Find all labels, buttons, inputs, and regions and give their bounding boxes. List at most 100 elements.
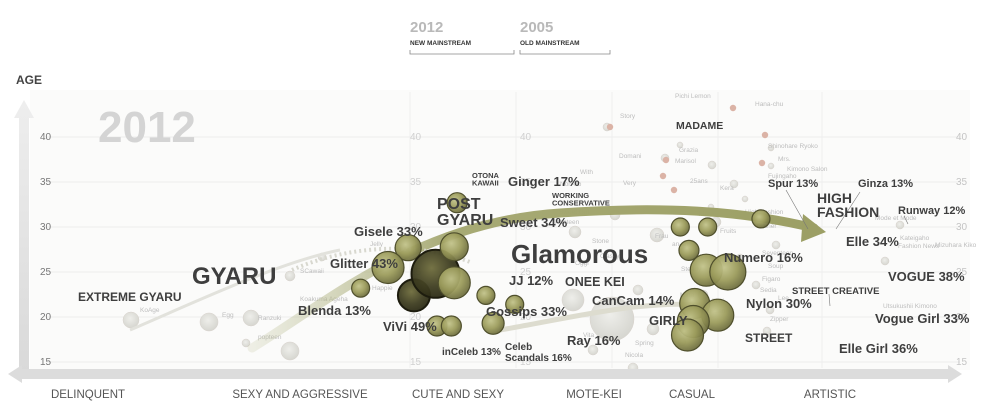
legend-2012-bracket [409, 50, 515, 55]
x-axis-category-labels: DELINQUENT SEXY AND AGGRESSIVE CUTE AND SE… [51, 389, 856, 401]
trend-arrow-main [247, 205, 819, 353]
axes: 1515151520202020252525253030303035353535… [8, 100, 968, 383]
background-bubble [284, 270, 296, 282]
label-glitter: Glitter 43% [330, 256, 398, 271]
background-label-fashion-news: Fashion News [898, 243, 940, 250]
y-tick-label-right: 15 [956, 357, 968, 368]
magazine-labels: Gisele 33% Glitter 43% Blenda 13% ViVi 49% S… [298, 174, 970, 364]
background-label-stone: Stone [592, 238, 609, 245]
group-girly: GIRLY [649, 313, 688, 328]
background-label-seventeen: Seventeen [762, 250, 793, 257]
y-tick-label-right: 25 [956, 267, 968, 278]
background-bubble [895, 220, 905, 230]
background-label-frau: Frau [655, 233, 669, 240]
background-bubble [632, 284, 644, 296]
magazine-bubbles [351, 192, 771, 352]
group-label-line: ONEE KEI [565, 275, 625, 289]
background-label-fujingaho: Fujingaho [768, 173, 797, 180]
group-onee-kei: ONEE KEI [565, 275, 625, 289]
background-label-nicola: Nicola [625, 352, 643, 359]
background-label-story: Story [620, 113, 636, 120]
background-bubble [568, 225, 582, 239]
background-label-kera: Kera [720, 185, 734, 192]
background-label-mizuhara-kiko: Mizuhara Kiko [935, 242, 977, 249]
background-label-vita: Vita [583, 332, 594, 339]
group-label-line: KAWAII [472, 179, 499, 188]
x-category-artistic: ARTISTIC [804, 389, 856, 401]
y-tick-label-ghost: 35 [520, 177, 532, 188]
y-tick-label-ghost: 30 [410, 222, 422, 233]
x-category-casual: CASUAL [669, 389, 716, 401]
bubble-vogue [709, 253, 747, 291]
leader-line [828, 293, 831, 307]
x-category-sexy-and-aggressive: SEXY AND AGGRESSIVE [232, 389, 368, 401]
background-label-pichi-lemon: Pichi Lemon [675, 93, 711, 100]
group-label-line: GIRLY [649, 313, 688, 328]
bubble-ginza [698, 217, 718, 237]
background-bubble [751, 280, 761, 290]
y-tick-label-ghost: 30 [520, 222, 532, 233]
leader-line [835, 191, 861, 230]
y-tick-label-ghost: 20 [410, 312, 422, 323]
y-tick-label-ghost: 20 [520, 312, 532, 323]
background-label-kateigaho: Kateigaho [900, 235, 930, 242]
y-tick-label-ghost: 15 [410, 357, 422, 368]
group-working-conservative: WORKING CONSERVATIVE [552, 191, 610, 208]
y-tick-label-ghost: 35 [410, 177, 422, 188]
group-madame: MADAME [676, 120, 723, 132]
background-label-zipper: Zipper [770, 316, 789, 323]
y-tick-label: 25 [40, 267, 52, 278]
legend-2012: 2012 NEW MAINSTREAM [409, 19, 515, 55]
bubble-gossips [476, 285, 496, 305]
background-label-hana-chu: Hana-chu [755, 101, 784, 108]
background-label-lee: Lee [778, 295, 789, 302]
background-label-spring: Spring [635, 340, 654, 347]
bubble-jj [437, 266, 471, 300]
label-voguegirl: Vogue Girl 33% [875, 311, 970, 326]
y-tick-label-right: 35 [956, 177, 968, 188]
background-label-very: Very [623, 180, 637, 187]
bubble-spur [678, 239, 700, 261]
chart-title: 2012 [98, 103, 196, 152]
label-elle: Elle 34% [846, 234, 899, 249]
background-dot-accent [606, 123, 614, 131]
y-tick-label: 40 [40, 132, 52, 143]
label-vivi: ViVi 49% [383, 319, 437, 334]
background-bubble [767, 144, 775, 152]
group-label-line: POST [437, 196, 481, 213]
background-dot-accent [670, 186, 678, 194]
background-label-with: With [580, 169, 593, 176]
group-street: STREET [745, 331, 793, 345]
label-numero: Numero 16% [724, 250, 803, 265]
background-dot-accent [729, 104, 737, 112]
background-dot-accent [662, 156, 670, 164]
label-celeb2: Scandals 16% [505, 353, 572, 364]
group-post-gyaru: POST GYARU [437, 196, 493, 229]
trend-arrow-main-head [801, 214, 826, 242]
bubble-ray [481, 311, 505, 335]
background-label-non-no: Non-no [560, 181, 582, 188]
background-label-25ans: 25ans [690, 178, 708, 185]
background-bubble [707, 160, 717, 170]
y-tick-label-ghost: 40 [520, 132, 532, 143]
background-bubble [767, 162, 775, 170]
background-dot-accent [761, 131, 769, 139]
label-cancam: CanCam 14% [592, 293, 675, 308]
group-label-line: Glamorous [511, 239, 648, 269]
background-dot-accent [659, 172, 667, 180]
legend-2005: 2005 OLD MAINSTREAM [519, 19, 611, 55]
group-label-line: EXTREME GYARU [78, 290, 182, 304]
y-tick-label-ghost: 25 [520, 267, 532, 278]
bubble-runway [751, 209, 771, 229]
background-label-sedia: Sedia [760, 287, 777, 294]
y-tick-label: 20 [40, 312, 52, 323]
group-gyaru: GYARU [192, 263, 276, 290]
background-bubble [765, 305, 775, 315]
background-label-jelly: Jelly [370, 241, 384, 248]
background-label-scawaii: SCawaii [300, 268, 324, 275]
y-axis-label: AGE [16, 73, 42, 87]
group-high-fashion: HIGH FASHION [817, 190, 879, 220]
trend-arrow-faint [129, 248, 341, 332]
background-label-fruits: Fruits [720, 228, 737, 235]
